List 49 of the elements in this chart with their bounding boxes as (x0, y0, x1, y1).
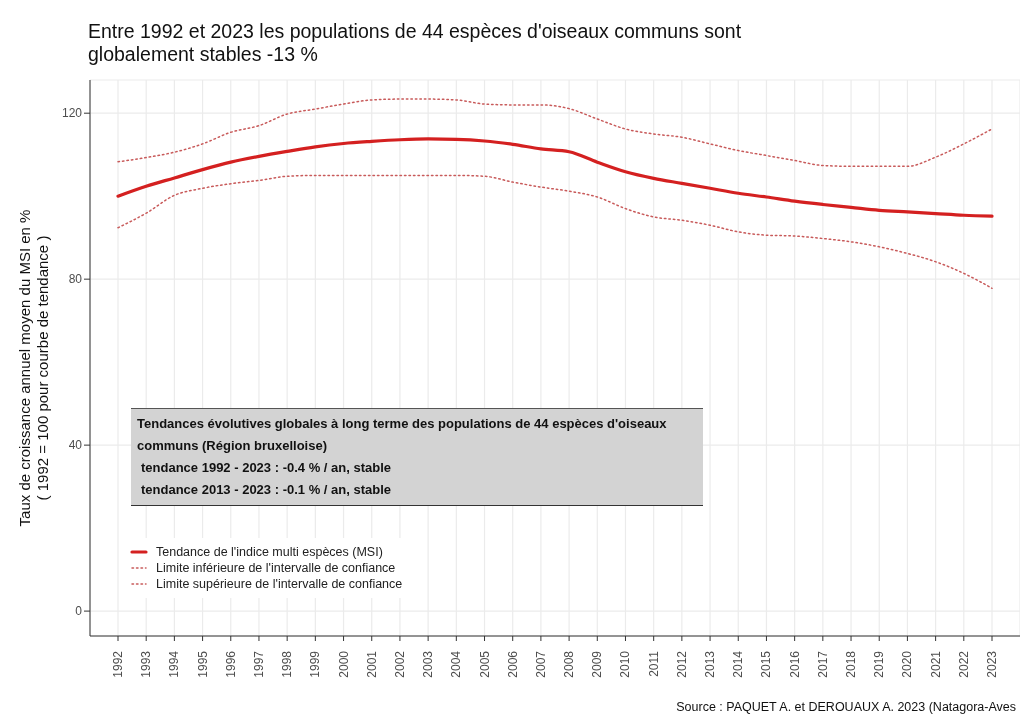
x-tick-label: 2003 (421, 650, 436, 678)
x-tick-label: 2016 (787, 650, 802, 678)
x-tick-label: 1993 (139, 650, 154, 678)
x-tick-label: 1998 (280, 650, 295, 678)
annotation: tendance 1992 - 2023 : -0.4 % / an, stable (140, 459, 392, 477)
annotation: tendance 2013 - 2023 : -0.1 % / an, stable (140, 481, 392, 499)
x-tick-label: 2022 (956, 650, 971, 678)
x-tick-label: 2002 (392, 650, 407, 678)
y-tick-label: 40 (68, 438, 83, 453)
x-tick-label: 2005 (477, 650, 492, 678)
legend-label: Tendance de l'indice multi espèces (MSI) (156, 545, 383, 559)
x-tick-label: 1992 (111, 650, 125, 678)
x-tick-label: 2014 (731, 650, 746, 678)
x-tick-label: 2018 (844, 650, 859, 678)
x-tick-label: 2017 (815, 650, 830, 678)
x-tick-label: 2004 (449, 650, 464, 678)
x-tick-label: 2011 (646, 650, 661, 677)
legend-label: Limite inférieure de l'intervalle de confiance (156, 561, 396, 575)
x-tick-label: 2000 (336, 650, 351, 678)
x-tick-label: 1995 (195, 650, 210, 678)
legend-label: Limite supérieure de l'intervalle de confiance (156, 577, 403, 591)
x-tick-label: 2008 (562, 650, 577, 678)
x-tick-label: 2001 (364, 650, 379, 678)
x-tick-label: 2006 (505, 650, 520, 678)
x-tick-label: 2007 (533, 650, 548, 678)
x-tick-label: 1999 (308, 650, 323, 678)
y-tick-label: 0 (75, 604, 83, 619)
x-tick-label: 1996 (223, 650, 238, 678)
x-tick-label: 2021 (928, 650, 943, 678)
x-tick-label: 2020 (900, 650, 915, 678)
x-tick-label: 2010 (618, 650, 633, 678)
y-tick-label: 120 (61, 106, 83, 121)
y-axis-title: Taux de croissance annuel moyen du MSI en % ( 1992 = 100 pour courbe de tendance ) (16, 209, 52, 527)
y-tick-label: 80 (68, 272, 83, 287)
x-tick-label: 1997 (251, 650, 266, 678)
x-tick-label: 2015 (759, 650, 774, 678)
line-series (117, 174, 993, 290)
annotation: Tendances évolutives globales à long terme des populations de 44 espèces d'oiseaux communs (Région bruxelloise) (137, 415, 668, 455)
line-series (117, 98, 993, 168)
x-tick-label: 2023 (985, 650, 999, 678)
x-tick-label: 2012 (674, 650, 689, 678)
source-note: Source : PAQUET A. et DEROUAUX A. 2023 (Natagora-Aves (676, 700, 1016, 714)
x-tick-label: 2013 (703, 650, 718, 678)
note-box: Tendances évolutives globales à long terme des populations de 44 espèces d'oiseaux communs (Région bruxelloise) tendance 1992 - 2023 : -0.4 % / an, stable tendance 2013 - 2023 : -0.1 % / an, stable (131, 408, 703, 506)
line-series (116, 137, 994, 218)
x-tick-label: 2019 (872, 650, 887, 678)
x-tick-label: 2009 (590, 650, 605, 678)
chart-title: Entre 1992 et 2023 les populations de 44 espèces d'oiseaux communs sont globalement stables -13 % (88, 20, 743, 66)
x-tick-label: 1994 (167, 650, 182, 678)
